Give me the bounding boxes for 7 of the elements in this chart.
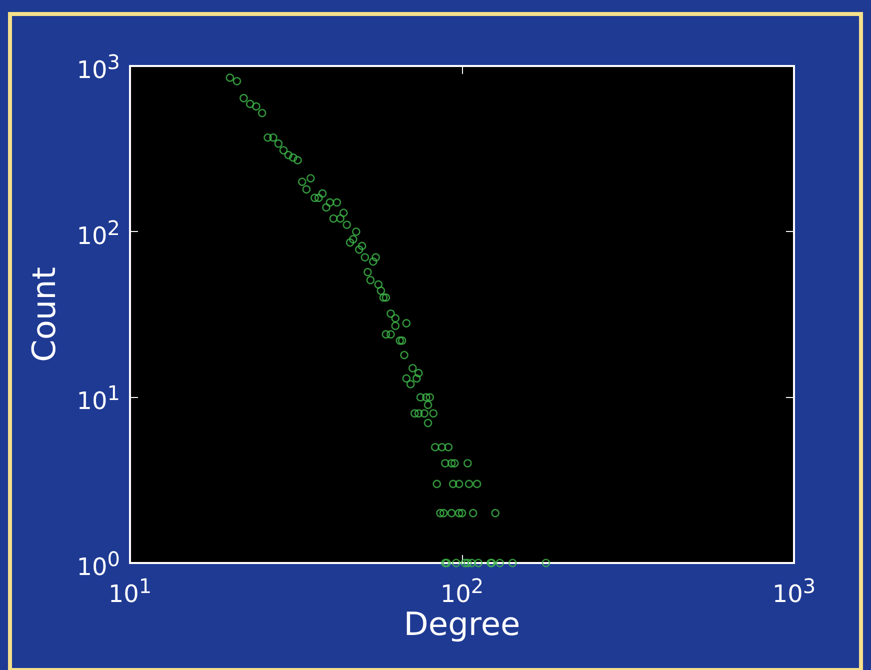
- x-tick-label: 10$^{3}$: [772, 573, 816, 608]
- x-tick-label: 10$^{2}$: [440, 573, 484, 608]
- y-axis-title: Count: [25, 266, 63, 362]
- x-axis-title: Degree: [404, 605, 520, 643]
- y-tick-label: 10$^{3}$: [76, 49, 120, 84]
- y-tick-label: 10$^{2}$: [76, 214, 120, 250]
- y-tick-label: 10$^{1}$: [76, 380, 120, 416]
